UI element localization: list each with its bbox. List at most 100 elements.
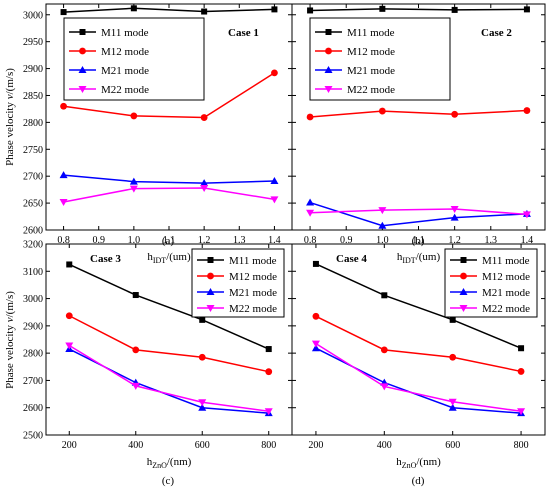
y-axis-label: Phase velocity v/(m/s) — [4, 291, 16, 389]
subplot-label: (d) — [412, 475, 425, 487]
x-axis-label: hIDT/(um) — [147, 251, 191, 265]
x-axis-label: hZnO/(nm) — [396, 456, 441, 470]
legend-marker — [460, 272, 467, 280]
data-point-m12 — [523, 107, 531, 114]
case-label: Case 4 — [336, 253, 367, 265]
legend-marker — [78, 66, 87, 73]
data-point-m22 — [59, 199, 68, 207]
series-line-m21 — [63, 174, 275, 184]
case-label: Case 3 — [90, 253, 121, 265]
data-point-m22 — [65, 342, 74, 350]
data-point-m21 — [450, 213, 459, 221]
data-point-m22 — [306, 209, 315, 217]
x-tick-label: 600 — [195, 440, 210, 451]
data-point-m11 — [265, 346, 272, 353]
data-point-m11 — [66, 261, 73, 268]
legend-marker — [325, 47, 332, 55]
series-line-m11 — [63, 7, 275, 13]
x-tick-label: 1.3 — [485, 235, 498, 246]
data-point-m22 — [448, 398, 457, 406]
x-tick-label: 1.4 — [521, 235, 534, 246]
legend-label: M12 mode — [482, 271, 530, 283]
legend-label: M12 mode — [229, 271, 277, 283]
series-line-m12 — [68, 315, 269, 373]
x-tick-label: 1.2 — [448, 235, 461, 246]
data-point-m22 — [264, 408, 273, 416]
legend-label: M21 mode — [101, 65, 149, 77]
data-point-m12 — [200, 114, 208, 121]
legend-marker — [207, 272, 214, 280]
x-tick-label: 1.0 — [128, 235, 141, 246]
y-tick-label: 2700 — [23, 376, 43, 387]
legend-marker — [460, 257, 467, 263]
data-point-m11 — [271, 6, 278, 13]
legend-label: M21 mode — [482, 287, 530, 299]
series-line-m12 — [315, 315, 522, 373]
data-point-m21 — [378, 221, 387, 229]
data-point-m11 — [381, 292, 388, 299]
data-point-m22 — [270, 196, 279, 204]
data-point-m22 — [200, 185, 209, 193]
y-tick-label: 2900 — [23, 64, 43, 75]
data-point-m12 — [198, 353, 206, 361]
x-tick-label: 600 — [445, 440, 460, 451]
data-point-m21 — [59, 171, 68, 179]
y-tick-label: 2850 — [23, 91, 43, 102]
y-tick-label: 2700 — [23, 172, 43, 183]
chart-panel-2: 0.8 0.9 1.0 1.1 1.2 1.3 1.4 hIDT/(um) (b) M11 mod… — [291, 3, 546, 265]
legend-label: M12 mode — [101, 46, 149, 58]
x-tick-label: 800 — [261, 440, 276, 451]
legend-marker — [324, 66, 333, 73]
data-point-m12 — [451, 110, 459, 118]
data-point-m22 — [378, 207, 387, 215]
x-tick-label: 0.8 — [304, 235, 317, 246]
data-point-m12 — [65, 312, 73, 320]
y-tick-label: 2600 — [23, 226, 43, 237]
legend-marker — [206, 288, 215, 295]
chart-panel-1: 2600 2650 2700 2750 2800 2850 2900 2950 3000 0.8 0… — [23, 3, 293, 265]
legend-marker — [206, 305, 215, 312]
data-point-m22 — [131, 382, 140, 390]
data-point-m12 — [380, 346, 388, 354]
data-point-m11 — [130, 5, 137, 12]
data-point-m12 — [312, 312, 320, 320]
x-tick-label: 1.1 — [412, 235, 425, 246]
case-label: Case 1 — [228, 27, 259, 39]
legend-label: M22 mode — [229, 303, 277, 315]
data-point-m11 — [60, 9, 67, 16]
data-point-m21 — [311, 344, 320, 352]
data-point-m11 — [451, 6, 458, 13]
data-point-m21 — [129, 177, 138, 185]
y-tick-label: 3100 — [23, 267, 43, 278]
x-tick-label: 1.0 — [376, 235, 389, 246]
series-line-m12 — [310, 109, 527, 118]
data-point-m22 — [522, 211, 531, 219]
data-point-m12 — [60, 102, 67, 110]
data-point-m11 — [132, 292, 139, 299]
legend-label: M11 mode — [101, 27, 149, 39]
y-tick-label: 3000 — [23, 294, 43, 305]
series-line-m22 — [68, 344, 269, 413]
series-line-m21 — [68, 348, 269, 414]
legend-marker — [207, 257, 214, 263]
legend-label: M11 mode — [482, 255, 530, 267]
data-point-m11 — [307, 7, 314, 14]
x-axis-label: hZnO/(nm) — [147, 456, 192, 470]
data-point-m11 — [379, 5, 386, 12]
data-point-m21 — [198, 403, 207, 411]
chart-panel-4: 200 400 600 800 hZnO/(nm) (d) M11 mode M12 mode… — [291, 243, 546, 487]
series-line-m22 — [63, 187, 275, 203]
plot-frame — [291, 243, 546, 436]
series-line-m12 — [63, 72, 275, 119]
legend-marker — [78, 86, 87, 93]
x-tick-label: 1.1 — [163, 235, 176, 246]
y-tick-label: 2950 — [23, 37, 43, 48]
legend-label: M22 mode — [101, 84, 149, 96]
x-tick-label: 1.2 — [198, 235, 211, 246]
legend-label: M22 mode — [482, 303, 530, 315]
y-axis-labels: Phase velocity v/(m/s) Phase velocity v/(… — [4, 68, 16, 389]
data-point-m11 — [201, 8, 208, 15]
legend-marker — [459, 305, 468, 312]
